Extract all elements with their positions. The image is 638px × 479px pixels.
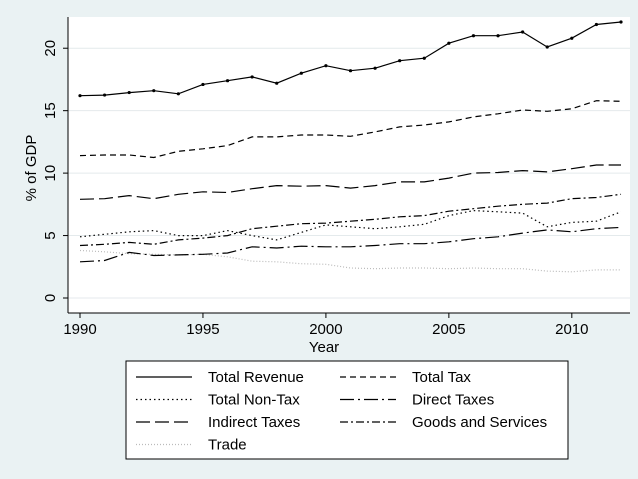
series-line-goods-and-services — [79, 193, 622, 247]
data-point — [152, 89, 156, 93]
data-point — [619, 20, 623, 24]
x-tick-label: 2005 — [432, 321, 465, 338]
data-point — [324, 64, 328, 68]
data-point — [275, 81, 279, 85]
y-tick-label: 5 — [42, 231, 59, 239]
x-axis-ticks: 1990 1995 2000 2005 2010 — [63, 313, 589, 338]
data-point — [201, 82, 205, 87]
x-tick-label: 1990 — [63, 321, 96, 338]
series-line-indirect-taxes — [79, 164, 621, 200]
data-point — [447, 41, 451, 45]
data-point — [78, 94, 82, 98]
y-tick-label: 0 — [42, 294, 59, 302]
data-point — [348, 69, 353, 73]
data-point — [225, 79, 230, 83]
legend-label-indirect-taxes: Indirect Taxes — [208, 414, 300, 431]
x-tick-label: 2010 — [555, 321, 588, 338]
y-tick-label: 15 — [42, 102, 59, 119]
data-point — [422, 56, 426, 60]
legend-label-total-tax: Total Tax — [412, 369, 471, 386]
data-point — [570, 36, 574, 40]
series-line-total-tax — [79, 100, 622, 159]
data-point — [127, 90, 131, 95]
data-point — [594, 22, 599, 27]
data-point — [545, 45, 549, 49]
y-axis-label: % of GDP — [23, 135, 40, 202]
series-line-total-non-tax — [79, 209, 622, 241]
legend-label-total-revenue: Total Revenue — [208, 369, 304, 386]
data-point — [250, 75, 254, 79]
data-point — [102, 93, 107, 97]
data-point — [299, 71, 303, 75]
legend-box — [125, 360, 569, 460]
y-tick-label: 10 — [42, 165, 59, 182]
data-point — [398, 59, 402, 63]
series-line-direct-taxes — [79, 226, 622, 263]
y-tick-label: 20 — [42, 40, 59, 57]
data-point — [471, 34, 476, 38]
y-axis-ticks: 0 5 10 15 20 — [42, 40, 68, 302]
legend: Total Revenue Total Tax Total Non-Tax Direc… — [136, 369, 547, 454]
x-tick-label: 2000 — [309, 321, 342, 338]
x-axis-label: Year — [309, 339, 339, 356]
data-point — [496, 34, 500, 38]
legend-label-trade: Trade — [208, 437, 247, 454]
legend-label-direct-taxes: Direct Taxes — [412, 392, 494, 409]
plot-area — [68, 17, 630, 313]
x-tick-label: 1995 — [186, 321, 219, 338]
data-point — [521, 30, 525, 34]
data-point — [373, 66, 377, 70]
legend-label-goods-and-services: Goods and Services — [412, 414, 547, 431]
series-layer — [78, 20, 623, 273]
data-point — [176, 92, 180, 96]
legend-label-total-non-tax: Total Non-Tax — [208, 392, 300, 409]
